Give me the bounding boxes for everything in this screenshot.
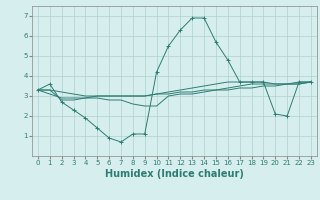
- X-axis label: Humidex (Indice chaleur): Humidex (Indice chaleur): [105, 169, 244, 179]
